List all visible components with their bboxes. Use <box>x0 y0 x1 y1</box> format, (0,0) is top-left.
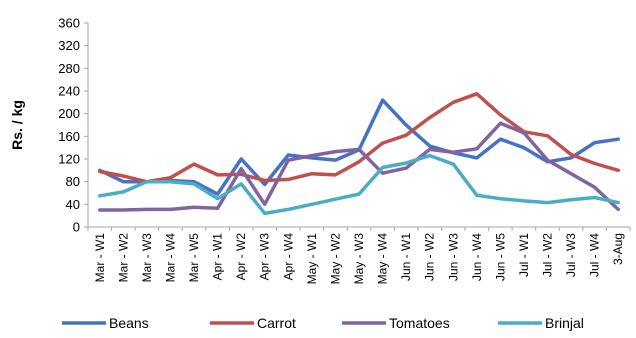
legend: Beans Carrot Tomatoes Brinjal <box>62 315 584 331</box>
series-line-carrot <box>98 92 620 184</box>
y-tick-label: 240 <box>58 84 80 99</box>
x-tick-label: Apr - W3 <box>258 233 272 281</box>
series-line-beans <box>98 98 620 196</box>
y-tick-label: 120 <box>58 152 80 167</box>
x-tick-label: 3-Aug <box>611 233 625 265</box>
x-tick-label: Apr - W1 <box>211 233 225 281</box>
legend-label-tomatoes: Tomatoes <box>389 315 450 331</box>
x-tick-label: May - W1 <box>305 233 319 285</box>
x-tick-label: Jul - W1 <box>517 233 531 277</box>
x-axis: Mar - W1 Mar - W2 Mar - W3 Mar - W4 Mar - W5… <box>87 226 631 285</box>
x-tick-label: Jul - W4 <box>588 233 602 277</box>
y-tick-label: 280 <box>58 61 80 76</box>
x-tick-label: Apr - W4 <box>281 233 295 281</box>
y-tick-label: 360 <box>58 16 80 31</box>
x-tick-label: Jun - W1 <box>399 233 413 281</box>
y-axis-label: Rs. / kg <box>9 100 25 150</box>
series-line-tomatoes <box>98 121 620 212</box>
x-tick-label: Mar - W4 <box>163 233 177 283</box>
legend-label-brinjal: Brinjal <box>545 315 584 331</box>
y-tick-label: 80 <box>66 174 80 189</box>
x-tick-label: Jun - W2 <box>423 233 437 281</box>
x-tick-label: May - W4 <box>376 233 390 285</box>
legend-label-carrot: Carrot <box>257 315 296 331</box>
y-tick-label: 40 <box>66 197 80 212</box>
x-tick-label: Jun - W3 <box>446 233 460 281</box>
y-tick-label: 160 <box>58 129 80 144</box>
plot-area <box>98 92 620 216</box>
x-tick-label: May - W2 <box>328 233 342 285</box>
x-tick-label: Mar - W5 <box>187 233 201 283</box>
x-tick-label: Mar - W3 <box>140 233 154 283</box>
y-tick-label: 0 <box>73 220 80 235</box>
x-tick-label: Mar - W2 <box>116 233 130 283</box>
x-tick-label: Jul - W3 <box>564 233 578 277</box>
x-tick-label: Jun - W4 <box>470 233 484 281</box>
legend-label-beans: Beans <box>109 315 149 331</box>
x-tick-label: Jun - W5 <box>493 233 507 281</box>
x-tick-label: May - W3 <box>352 233 366 285</box>
series-line-brinjal <box>98 153 620 216</box>
y-tick-label: 200 <box>58 106 80 121</box>
x-tick-label: Apr - W2 <box>234 233 248 281</box>
y-tick-label: 320 <box>58 38 80 53</box>
x-tick-label: Jul - W2 <box>541 233 555 277</box>
y-axis: 0 40 80 120 160 200 240 280 320 360 <box>58 16 89 235</box>
x-tick-label: Mar - W1 <box>93 233 107 283</box>
